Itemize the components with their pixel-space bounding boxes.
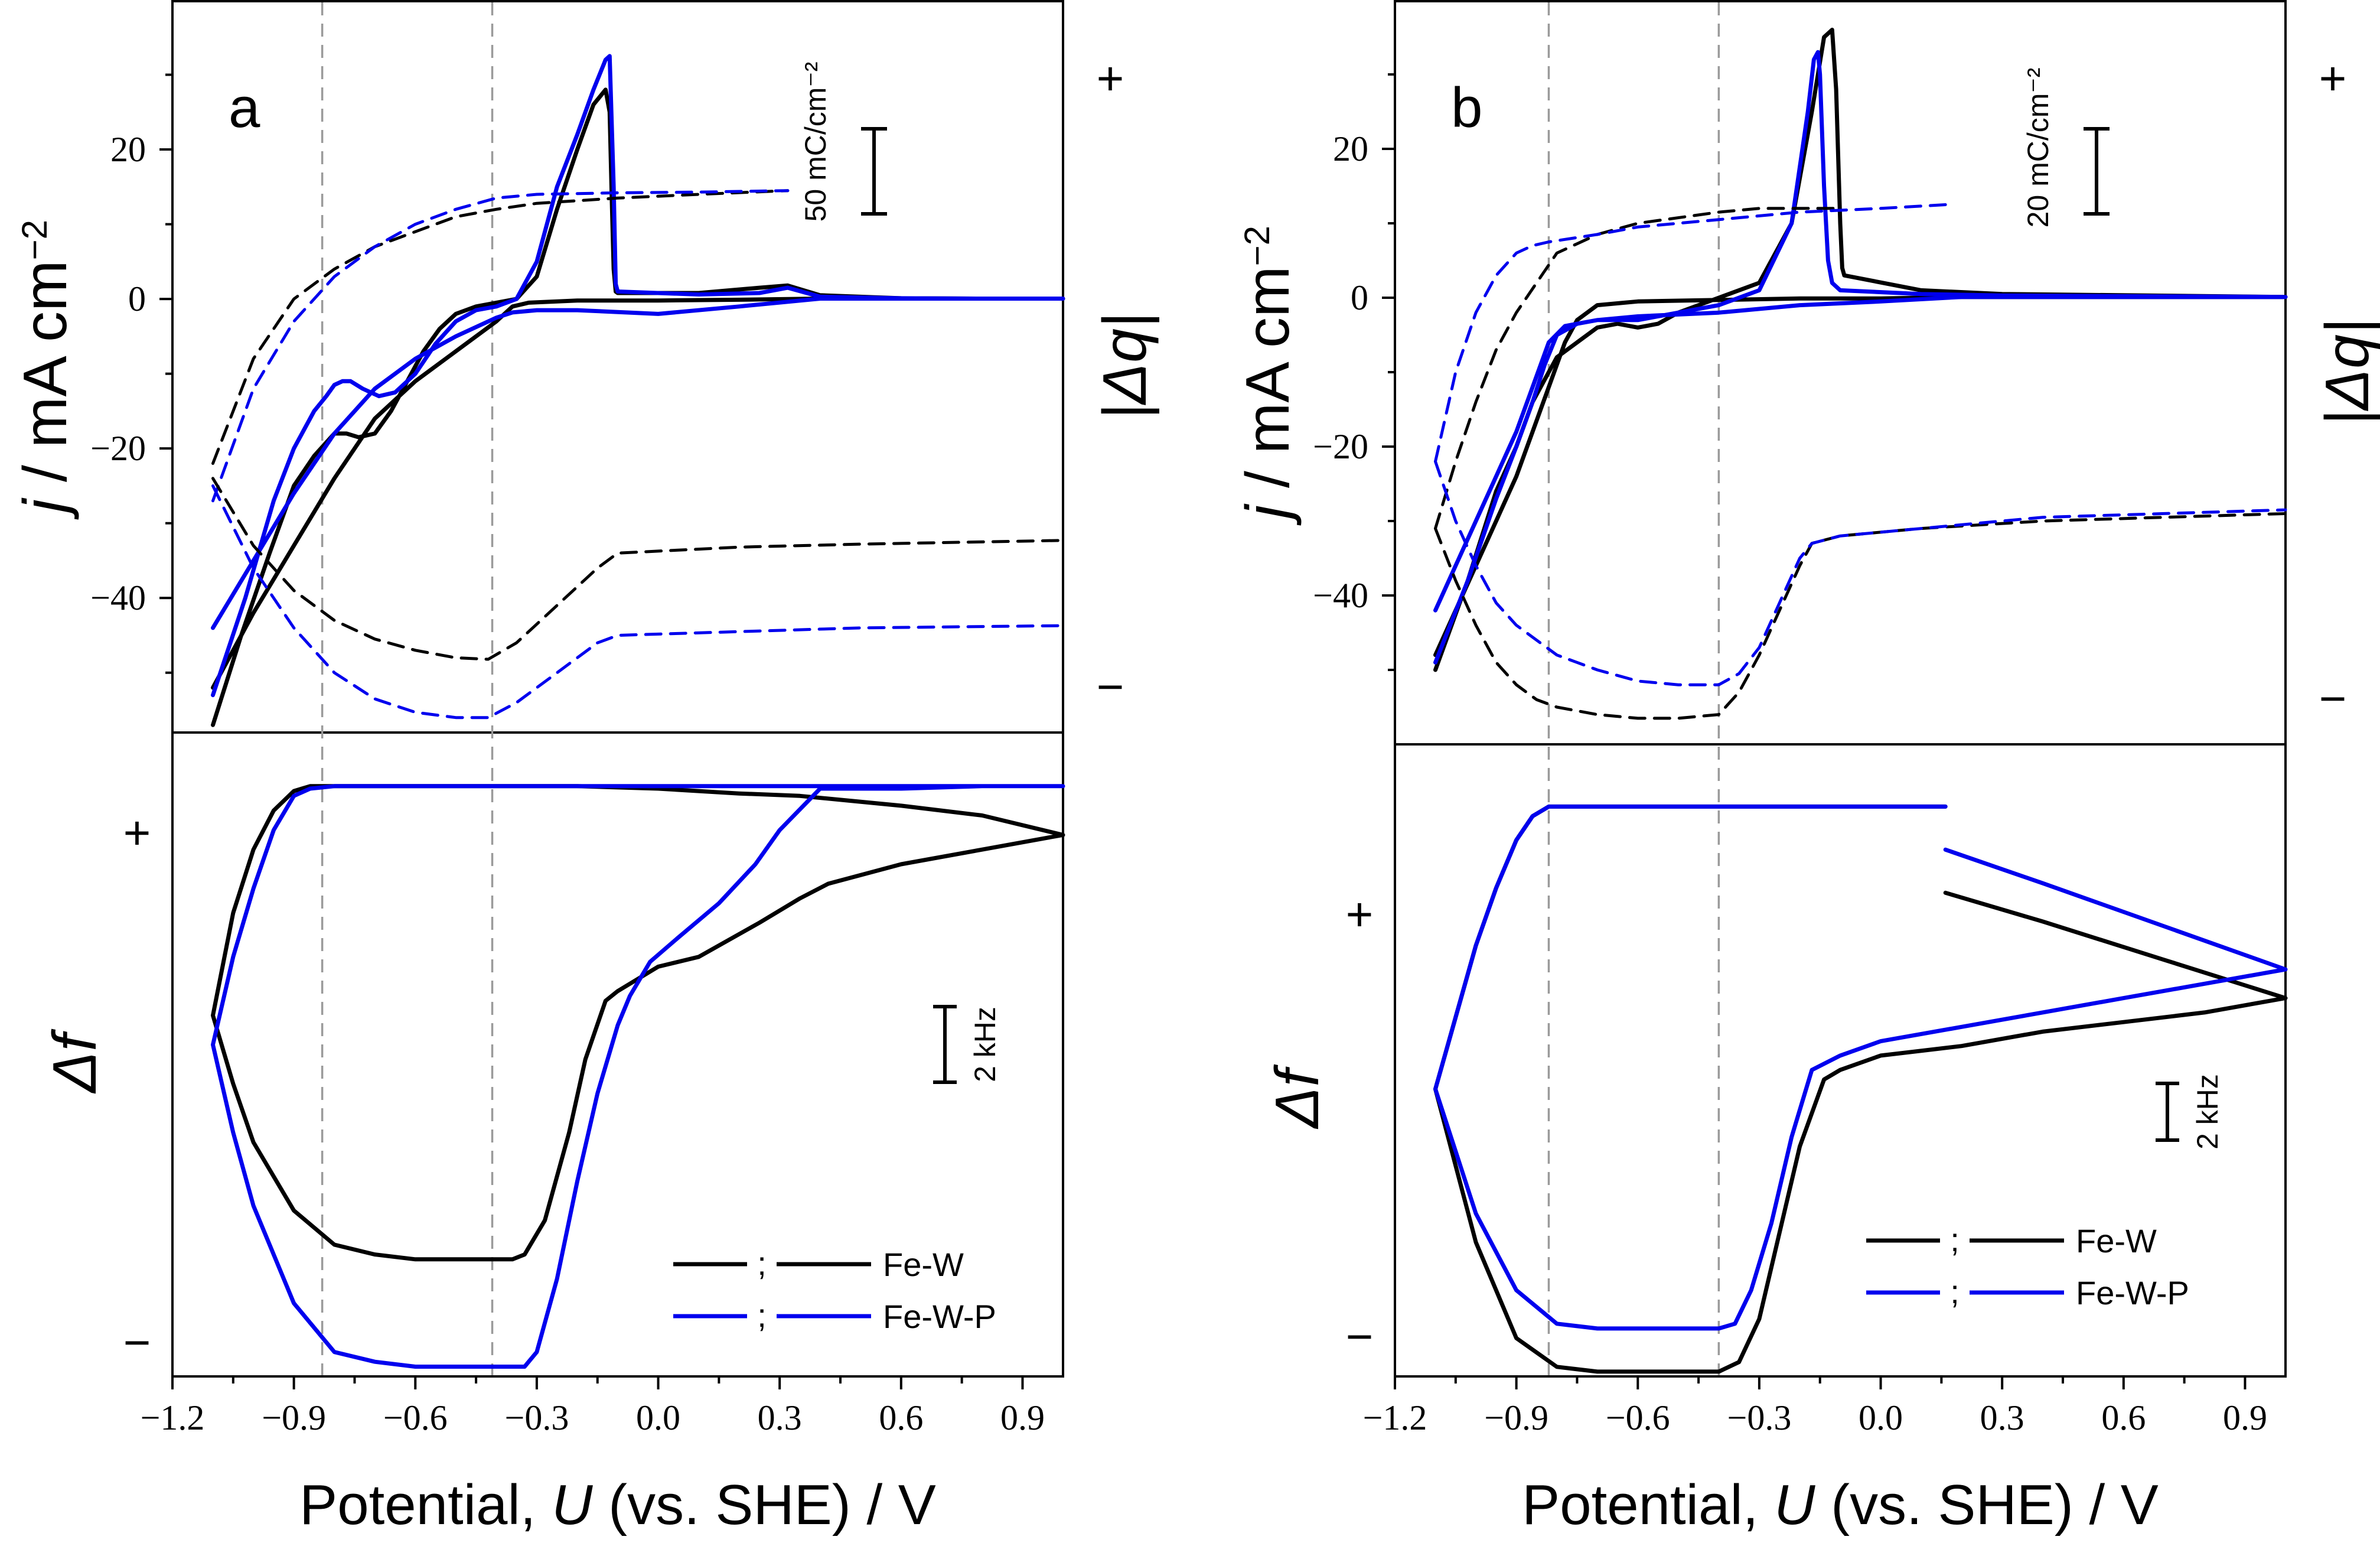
- right-minus-sign: −: [1097, 660, 1124, 713]
- x-tick-label: 0.0: [1859, 1398, 1903, 1437]
- top-series-line: [211, 189, 790, 465]
- bottom-plot-frame: [1394, 743, 2287, 1378]
- legend-separator: ;: [1950, 1221, 1960, 1258]
- panel-a: −1.2 −0.9 −0.6 −0.3 0.0 0.3 0.6 0.9 Potential, U…: [11, 0, 1160, 1537]
- panel-b: −1.2 −0.9 −0.6 −0.3 0.0 0.3 0.6 0.9 Potential, U…: [1234, 0, 2380, 1537]
- bottom-plus-sign: +: [1346, 888, 1374, 940]
- x-tick-label: −0.3: [504, 1398, 569, 1437]
- y-tick-label: 0: [1351, 278, 1368, 317]
- x-axis-label-var: U: [552, 1473, 593, 1537]
- top-series-line: [211, 484, 1065, 720]
- y-axis-label-current: j / mA cm−2: [11, 220, 80, 520]
- right-axis-label-delta-q: |Δq|: [2313, 318, 2380, 426]
- charge-scale-bar-label: 50 mC/cm⁻²: [799, 62, 832, 222]
- y-axis-label-text: / mA cm: [11, 260, 80, 499]
- y-tick-label: 20: [1333, 129, 1368, 168]
- bottom-series-line: [1433, 847, 2288, 1331]
- y-tick-label: 20: [110, 130, 146, 169]
- x-tick-label: −0.6: [383, 1398, 448, 1437]
- x-tick-label: 0.6: [2101, 1398, 2146, 1437]
- legend-separator: ;: [757, 1245, 767, 1282]
- legend-item: ; Fe-W-P: [673, 1297, 996, 1335]
- legend-item: ; Fe-W: [673, 1245, 964, 1283]
- frequency-scale-bar-label: 2 kHz: [969, 1007, 1002, 1082]
- y-tick-label: 0: [128, 279, 146, 318]
- x-tick-label: −0.9: [1484, 1398, 1548, 1437]
- x-axis-label-var: U: [1774, 1473, 1815, 1537]
- x-tick-label: 0.0: [636, 1398, 680, 1437]
- x-axis-label-suffix: (vs. SHE) / V: [592, 1473, 935, 1537]
- x-tick-label: −1.2: [141, 1398, 205, 1437]
- bottom-series-line: [211, 784, 1065, 1369]
- right-minus-sign: −: [2319, 672, 2347, 725]
- y-tick-label: −20: [1313, 427, 1368, 466]
- bottom-series-line: [1433, 804, 1948, 1092]
- bottom-plot-frame: [171, 731, 1064, 1378]
- y-axis-label-var: j: [1234, 503, 1302, 526]
- top-series-line: [1434, 203, 1947, 463]
- x-tick-label: 0.6: [879, 1398, 923, 1437]
- x-tick-label: −1.2: [1363, 1398, 1427, 1437]
- frequency-scale-bar-label: 2 kHz: [2191, 1074, 2224, 1150]
- x-tick-label: −0.9: [262, 1398, 326, 1437]
- y-tick-label: −20: [90, 429, 146, 468]
- x-axis-label-suffix: (vs. SHE) / V: [1815, 1473, 2158, 1537]
- legend-label: Fe-W: [2076, 1222, 2157, 1259]
- x-axis-label-prefix: Potential,: [1522, 1473, 1774, 1537]
- top-series-line: [1433, 27, 2288, 672]
- y-axis-label-current: j / mA cm−2: [1234, 226, 1302, 526]
- panel-letter: a: [229, 76, 260, 139]
- top-series-line: [211, 54, 1065, 698]
- x-tick-label: −0.3: [1727, 1398, 1791, 1437]
- legend-label: Fe-W: [883, 1246, 964, 1283]
- right-axis-label-delta-q: |Δq|: [1091, 312, 1160, 420]
- top-plot-frame: [171, 0, 1064, 734]
- charge-scale-bar-label: 20 mC/cm⁻²: [2022, 68, 2055, 228]
- top-series-line: [211, 189, 790, 503]
- x-tick-label: −0.6: [1606, 1398, 1670, 1437]
- panel-letter: b: [1451, 76, 1482, 139]
- top-series-line: [211, 477, 1065, 661]
- x-tick-label: 0.9: [1000, 1398, 1045, 1437]
- y-tick-label: −40: [1313, 576, 1368, 615]
- x-tick-label: 0.3: [758, 1398, 802, 1437]
- top-series-line: [1434, 512, 2287, 720]
- top-series-line: [211, 87, 1065, 727]
- top-series-line: [1434, 460, 2287, 686]
- legend-separator: ;: [1950, 1273, 1960, 1310]
- bottom-series-line: [1433, 890, 2288, 1374]
- legend-label: Fe-W-P: [883, 1298, 996, 1335]
- y-axis-label-delta-f: Δf: [1263, 1065, 1332, 1130]
- right-plus-sign: +: [2319, 52, 2347, 105]
- y-axis-label-delta-f: Δf: [41, 1029, 109, 1095]
- bottom-plus-sign: +: [123, 806, 151, 859]
- bottom-minus-sign: −: [123, 1316, 151, 1369]
- right-plus-sign: +: [1097, 52, 1124, 105]
- x-tick-label: 0.9: [2223, 1398, 2267, 1437]
- legend-item: ; Fe-W: [1866, 1221, 2157, 1259]
- x-axis-label: Potential, U (vs. SHE) / V: [1522, 1473, 2159, 1537]
- legend-label: Fe-W-P: [2076, 1274, 2189, 1311]
- x-tick-label: 0.3: [1980, 1398, 2024, 1437]
- bottom-series-line: [211, 784, 1065, 1262]
- top-series-line: [1434, 207, 1842, 530]
- x-axis-label-prefix: Potential,: [299, 1473, 552, 1537]
- y-axis-label-text: / mA cm: [1234, 266, 1302, 504]
- legend-item: ; Fe-W-P: [1866, 1273, 2189, 1311]
- y-axis-label-var: j: [11, 497, 80, 520]
- x-axis-label: Potential, U (vs. SHE) / V: [299, 1473, 936, 1537]
- bottom-minus-sign: −: [1346, 1310, 1374, 1363]
- legend-separator: ;: [757, 1297, 767, 1334]
- y-axis-label-sup: −2: [15, 220, 54, 260]
- top-series-line: [1433, 50, 2288, 665]
- y-axis-label-sup: −2: [1237, 226, 1277, 266]
- y-tick-label: −40: [90, 578, 146, 617]
